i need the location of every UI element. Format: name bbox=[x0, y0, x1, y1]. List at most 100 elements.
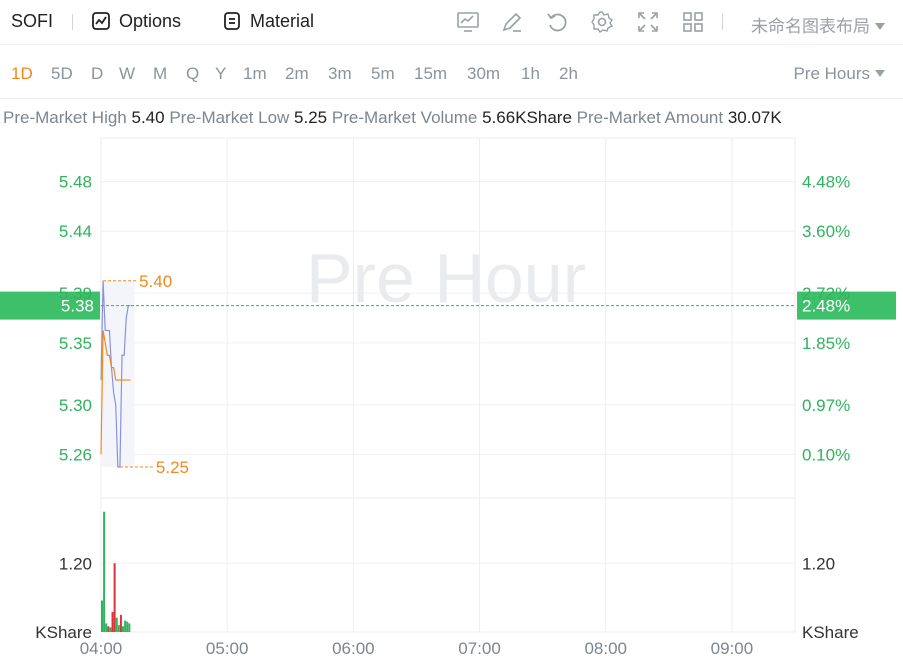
y-tick-label-left: 5.39 bbox=[59, 284, 92, 303]
options-icon bbox=[92, 12, 110, 30]
chevron-down-icon bbox=[875, 23, 885, 30]
current-change-badge bbox=[797, 291, 896, 320]
session-select-label: Pre Hours bbox=[793, 64, 870, 83]
y-tick-label-left: 5.26 bbox=[59, 446, 92, 465]
volume-bar bbox=[113, 563, 116, 632]
period-tab-30m[interactable]: 30m bbox=[467, 64, 501, 83]
draw-pencil-icon[interactable] bbox=[500, 10, 524, 34]
volume-unit-left: KShare bbox=[35, 623, 92, 642]
volume-bar bbox=[101, 600, 103, 632]
low-marker-label: 5.25 bbox=[156, 458, 189, 477]
layout-name-label: 未命名图表布局 bbox=[751, 17, 870, 37]
fullscreen-icon[interactable] bbox=[636, 10, 660, 34]
price-range-band bbox=[101, 280, 135, 467]
y-tick-label-right: 0.10% bbox=[802, 446, 850, 465]
y-tick-label-right: 3.60% bbox=[802, 222, 850, 241]
period-tab-15m[interactable]: 15m bbox=[414, 64, 448, 83]
volume-bar bbox=[128, 623, 131, 632]
volume-bar bbox=[126, 621, 129, 632]
x-tick-label: 09:00 bbox=[711, 639, 754, 658]
current-change-label: 2.48% bbox=[802, 297, 850, 316]
material-button[interactable]: Material bbox=[222, 9, 314, 33]
volume-bar bbox=[109, 627, 112, 632]
grid-layout-icon[interactable] bbox=[681, 10, 705, 34]
price-chart[interactable]: Pre Hour 5.40 5.25 5.38 2.48% 5.48 4.48% 5.44… bbox=[0, 136, 903, 662]
plot-frame bbox=[100, 137, 796, 633]
y-tick-label-left: 5.44 bbox=[59, 222, 92, 241]
undo-icon[interactable] bbox=[545, 10, 569, 34]
session-select[interactable]: Pre Hours bbox=[793, 64, 885, 84]
current-price-badge bbox=[0, 291, 100, 320]
volume-bar bbox=[115, 617, 118, 632]
y-tick-label-right: 2.72% bbox=[802, 284, 850, 303]
volume-tick-label-left: 1.20 bbox=[59, 554, 92, 573]
stat-amount-value: 30.07K bbox=[727, 108, 782, 127]
options-label: Options bbox=[119, 10, 182, 31]
x-tick-label: 08:00 bbox=[584, 639, 627, 658]
stat-low-value: 5.25 bbox=[294, 108, 328, 127]
stat-high-label: Pre-Market High bbox=[3, 108, 127, 127]
material-label: Material bbox=[250, 10, 315, 31]
symbol-label[interactable]: SOFI bbox=[11, 11, 54, 31]
volume-unit-right: KShare bbox=[802, 623, 859, 642]
options-button[interactable]: Options bbox=[91, 9, 181, 33]
current-price-label: 5.38 bbox=[61, 297, 94, 316]
y-tick-label-right: 4.48% bbox=[802, 172, 850, 191]
period-tab-5d[interactable]: 5D bbox=[51, 64, 73, 83]
y-tick-label-left: 5.35 bbox=[59, 334, 92, 353]
chart-watermark: Pre Hour bbox=[306, 239, 586, 317]
chevron-down-icon bbox=[875, 70, 885, 77]
y-tick-label-right: 1.85% bbox=[802, 334, 850, 353]
material-icon bbox=[224, 12, 240, 30]
period-tab-y[interactable]: Y bbox=[215, 64, 227, 83]
period-tab-3m[interactable]: 3m bbox=[328, 64, 352, 83]
period-tab-q[interactable]: Q bbox=[186, 64, 200, 83]
period-tab-5m[interactable]: 5m bbox=[371, 64, 395, 83]
stat-amount-label: Pre-Market Amount bbox=[576, 108, 724, 127]
x-tick-label: 06:00 bbox=[332, 639, 375, 658]
stat-volume-value: 5.66KShare bbox=[482, 108, 572, 127]
chart-toolbar: SOFI Options Material 未命名图表布局 bbox=[0, 0, 903, 45]
stat-volume-label: Pre-Market Volume bbox=[331, 108, 478, 127]
price-plot: 5.40 5.25 5.38 2.48% bbox=[0, 272, 896, 477]
period-tab-2m[interactable]: 2m bbox=[285, 64, 309, 83]
layout-select[interactable]: 未命名图表布局 bbox=[751, 12, 885, 37]
volume-bar bbox=[122, 626, 125, 632]
period-tab-w[interactable]: W bbox=[119, 64, 136, 83]
volume-tick-label-right: 1.20 bbox=[802, 554, 835, 573]
volume-bar bbox=[105, 623, 108, 632]
x-tick-label: 07:00 bbox=[458, 639, 501, 658]
average-price-line bbox=[100, 330, 131, 455]
volume-bar bbox=[107, 626, 110, 632]
stat-high-value: 5.40 bbox=[131, 108, 165, 127]
volume-bar bbox=[111, 611, 114, 632]
chart-grid bbox=[100, 137, 796, 633]
stat-low-label: Pre-Market Low bbox=[169, 108, 290, 127]
period-tab-2h[interactable]: 2h bbox=[559, 64, 578, 83]
period-bar: 1D 5D D W M Q Y 1m 2m 3m 5m 15m 30m 1h 2… bbox=[0, 52, 903, 96]
y-tick-label-left: 5.30 bbox=[59, 396, 92, 415]
period-tab-1m[interactable]: 1m bbox=[243, 64, 267, 83]
premarket-stats: Pre-Market High 5.40 Pre-Market Low 5.25… bbox=[3, 108, 782, 128]
volume-plot bbox=[101, 511, 131, 632]
x-tick-label: 05:00 bbox=[206, 639, 249, 658]
high-marker-label: 5.40 bbox=[139, 272, 172, 291]
y-tick-label-right: 0.97% bbox=[802, 396, 850, 415]
toolbar-divider bbox=[722, 14, 723, 30]
volume-bar bbox=[103, 511, 106, 632]
divider bbox=[0, 98, 903, 99]
period-tab-m[interactable]: M bbox=[153, 64, 168, 83]
period-tab-1h[interactable]: 1h bbox=[521, 64, 540, 83]
indicator-chart-icon[interactable] bbox=[456, 10, 480, 34]
period-tab-1d[interactable]: 1D bbox=[11, 64, 33, 83]
toolbar-divider bbox=[72, 14, 73, 30]
volume-bar bbox=[124, 620, 127, 632]
period-tab-d[interactable]: D bbox=[91, 64, 104, 83]
volume-bar bbox=[119, 614, 122, 632]
x-tick-label: 04:00 bbox=[80, 639, 123, 658]
axis-labels: 5.48 4.48% 5.44 3.60% 5.39 2.72% 5.35 1.85% 5.30… bbox=[35, 172, 858, 658]
y-tick-label-left: 5.48 bbox=[59, 172, 92, 191]
volume-bar bbox=[117, 625, 120, 632]
price-line bbox=[100, 280, 131, 468]
settings-gear-icon[interactable] bbox=[590, 10, 614, 34]
